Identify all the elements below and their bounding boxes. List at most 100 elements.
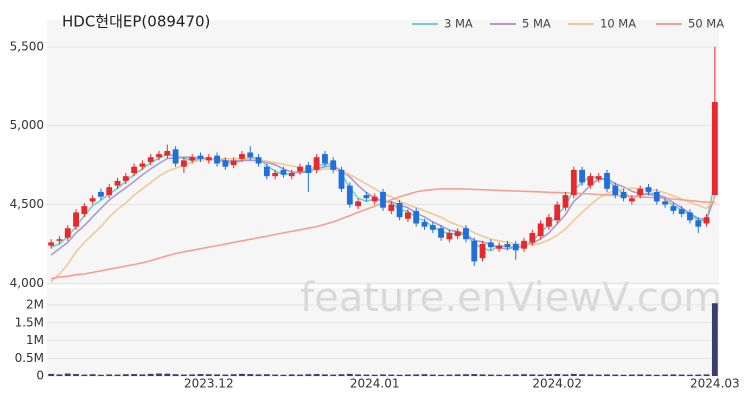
candle-body <box>711 102 718 196</box>
volume-bar <box>131 374 138 376</box>
candle-body <box>172 149 179 164</box>
volume-bar <box>156 373 162 376</box>
volume-bar <box>89 374 96 376</box>
candle-body <box>131 166 138 174</box>
y-tick-label: 0 <box>36 369 44 383</box>
candle-body <box>637 188 644 196</box>
volume-bar <box>189 374 196 376</box>
candle-body <box>546 217 552 227</box>
volume-bar <box>197 374 204 376</box>
chart-title: HDC현대EP(089470) <box>62 13 210 31</box>
y-tick-label: 0.5M <box>15 351 44 365</box>
candle-body <box>247 152 254 158</box>
candle-body <box>628 198 635 202</box>
volume-bar <box>413 374 420 376</box>
volume-bar <box>280 374 287 376</box>
candle-body <box>404 212 411 219</box>
candle-body <box>297 166 303 172</box>
volume-bar <box>81 374 88 376</box>
volume-bar <box>678 374 685 376</box>
legend-label: 10 MA <box>600 17 636 31</box>
y-tick-label: 4,500 <box>10 197 44 211</box>
candle-body <box>703 217 710 224</box>
volume-bar <box>48 373 55 376</box>
candle-body <box>438 228 444 238</box>
volume-bar <box>172 374 179 376</box>
volume-bar <box>628 374 635 376</box>
candle-body <box>89 198 96 202</box>
volume-bar <box>64 373 71 376</box>
candle-body <box>446 232 453 240</box>
candle-body <box>429 225 436 230</box>
candle-body <box>512 243 519 251</box>
volume-bar <box>703 374 710 376</box>
candle-body <box>612 185 619 196</box>
candle-body <box>180 160 187 167</box>
volume-bar <box>297 374 303 376</box>
candle-body <box>537 223 544 237</box>
candle-body <box>98 191 104 197</box>
volume-bar <box>98 374 104 376</box>
candle-body <box>371 196 378 202</box>
legend-label: 3 MA <box>444 17 473 31</box>
candle-body <box>313 157 320 170</box>
y-tick-label: 1M <box>26 333 44 347</box>
candle-body <box>239 154 245 159</box>
y-tick-label: 5,500 <box>10 39 44 53</box>
candle-body <box>56 239 63 241</box>
volume-bar <box>595 374 602 376</box>
candle-body <box>662 201 668 205</box>
x-tick-label: 2024.02 <box>532 377 582 391</box>
volume-bar <box>479 374 486 376</box>
volume-bar <box>504 374 511 376</box>
volume-bar <box>338 374 345 376</box>
candle-body <box>122 176 129 181</box>
candle-body <box>338 169 345 189</box>
volume-bar <box>512 374 519 376</box>
candle-body <box>388 204 395 211</box>
volume-bar <box>214 374 220 376</box>
volume-bar <box>711 303 718 376</box>
volume-bar <box>147 373 154 376</box>
volume-bar <box>371 374 378 376</box>
volume-bar <box>429 374 436 376</box>
volume-bar <box>570 373 577 376</box>
candle-body <box>496 245 503 249</box>
volume-bar <box>554 374 561 376</box>
volume-bar <box>363 374 370 376</box>
candle-body <box>529 232 536 243</box>
candle-body <box>570 169 577 196</box>
candle-body <box>421 221 428 227</box>
volume-bar <box>471 374 478 376</box>
candle-body <box>272 173 279 177</box>
candle-body <box>288 173 295 177</box>
candle-body <box>48 242 55 246</box>
volume-bar <box>421 374 428 376</box>
volume-bar <box>313 374 320 376</box>
candle-body <box>554 204 561 221</box>
candle-body <box>164 150 171 156</box>
candle-body <box>214 155 220 164</box>
candle-body <box>363 195 370 199</box>
volume-bar <box>180 374 187 376</box>
volume-bar <box>164 373 171 376</box>
volume-bar <box>322 374 328 376</box>
volume-bar <box>537 374 544 376</box>
volume-bar <box>438 374 444 376</box>
candle-body <box>653 191 660 202</box>
candle-body <box>587 176 594 186</box>
volume-bar <box>288 374 295 376</box>
candle-body <box>280 169 287 175</box>
volume-bar <box>579 374 586 376</box>
volume-bar <box>114 374 121 376</box>
candle-body <box>695 220 702 227</box>
volume-bar <box>230 374 237 376</box>
candle-body <box>64 228 71 238</box>
candle-body <box>73 212 79 227</box>
volume-bar <box>612 374 619 376</box>
volume-bar <box>521 374 527 376</box>
x-tick-label: 2023.12 <box>184 377 234 391</box>
volume-bar <box>346 373 353 376</box>
candle-body <box>678 209 685 215</box>
volume-bar <box>255 374 262 376</box>
